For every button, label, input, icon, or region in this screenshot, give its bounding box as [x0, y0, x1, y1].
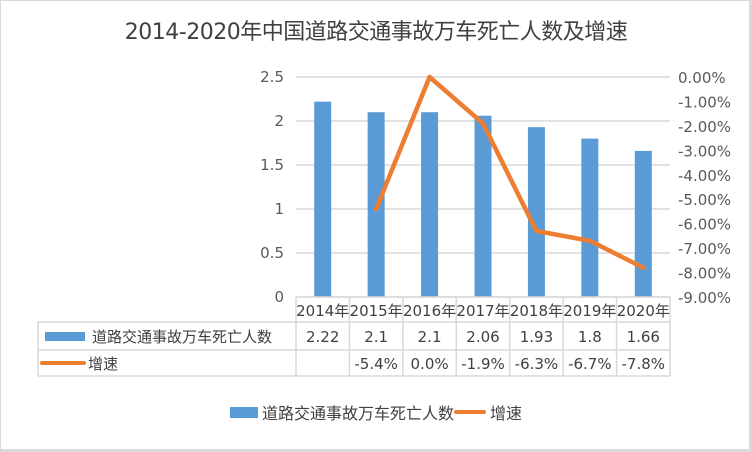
right-axis-tick: -3.00% — [678, 142, 731, 160]
bar[interactable] — [474, 115, 492, 297]
left-axis-tick: 1 — [274, 200, 284, 218]
category-label: 2015年 — [350, 302, 403, 320]
table-cell: 2.06 — [466, 328, 499, 346]
right-axis-tick: 0.00% — [678, 69, 726, 87]
table-cell: 1.66 — [627, 328, 660, 346]
category-label: 2018年 — [510, 302, 563, 320]
category-label: 2020年 — [617, 302, 670, 320]
table-cell: -6.3% — [515, 355, 559, 373]
bar[interactable] — [581, 138, 599, 297]
table-row-label-growth: 增速 — [88, 355, 118, 373]
table-cell: 2.1 — [364, 328, 388, 346]
right-axis-tick: -8.00% — [678, 265, 731, 283]
table-cell: -5.4% — [354, 355, 398, 373]
right-axis-tick: -5.00% — [678, 191, 731, 209]
category-label: 2016年 — [403, 302, 456, 320]
right-axis-tick: -9.00% — [678, 289, 731, 307]
table-cell: -6.7% — [568, 355, 612, 373]
chart-title: 2014-2020年中国道路交通事故万车死亡人数及增速 — [124, 20, 628, 45]
left-axis-tick: 1.5 — [260, 156, 284, 174]
left-axis-tick: 0.5 — [260, 244, 284, 262]
legend-label-growth: 增速 — [490, 404, 523, 423]
growth-line[interactable] — [373, 74, 646, 270]
category-label: 2019年 — [563, 302, 616, 320]
table-row-label-deaths: 道路交通事故万车死亡人数 — [92, 328, 272, 346]
right-axis-tick: -2.00% — [678, 118, 731, 136]
table-bar-swatch-icon — [45, 332, 85, 341]
bar[interactable] — [634, 150, 652, 297]
right-axis-tick: -1.00% — [678, 93, 731, 111]
legend-label-deaths: 道路交通事故万车死亡人数 — [261, 404, 454, 423]
right-axis-tick: -7.00% — [678, 240, 731, 258]
table-cell: -1.9% — [461, 355, 505, 373]
category-label: 2017年 — [456, 302, 509, 320]
right-axis-tick: -4.00% — [678, 167, 731, 185]
legend-item-growth[interactable]: 增速 — [454, 400, 522, 424]
left-axis-tick: 0 — [274, 288, 284, 306]
table-cell: 2.1 — [418, 328, 442, 346]
left-axis-tick: 2 — [274, 112, 284, 130]
legend-item-deaths[interactable]: 道路交通事故万车死亡人数 — [229, 400, 454, 424]
left-axis-tick: 2.5 — [260, 68, 284, 86]
category-label: 2014年 — [296, 302, 349, 320]
right-axis-tick: -6.00% — [678, 216, 731, 234]
table-cell: 1.93 — [520, 328, 553, 346]
table-cell: -7.8% — [622, 355, 666, 373]
line-swatch-icon — [454, 410, 486, 414]
table-cell: 1.8 — [578, 328, 602, 346]
bar-swatch-icon — [229, 406, 258, 418]
bar[interactable] — [527, 127, 545, 297]
bar[interactable] — [421, 112, 439, 297]
table-cell: 2.22 — [306, 328, 339, 346]
bar[interactable] — [314, 101, 332, 297]
chart-legend: 道路交通事故万车死亡人数 增速 — [0, 400, 752, 424]
table-cell: 0.0% — [411, 355, 449, 373]
